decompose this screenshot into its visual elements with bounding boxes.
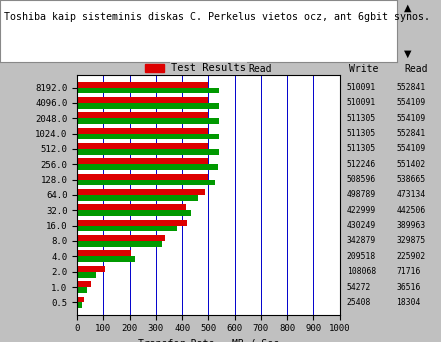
Bar (77, 220, 187, 226)
Text: 329875: 329875 (396, 236, 426, 246)
Bar (77, 287, 86, 293)
Bar (77, 266, 105, 272)
Text: 512246: 512246 (347, 160, 376, 169)
Bar (77, 158, 209, 164)
Bar (77, 205, 186, 210)
Bar (77, 195, 198, 201)
Bar (77, 302, 82, 308)
Text: 554109: 554109 (396, 98, 426, 107)
Text: 551402: 551402 (396, 160, 426, 169)
Text: 342879: 342879 (347, 236, 376, 246)
Bar (77, 103, 219, 109)
Bar (77, 82, 208, 88)
Text: 389963: 389963 (396, 221, 426, 230)
Text: ▲: ▲ (404, 2, 412, 12)
Text: Test Results: Test Results (171, 63, 246, 74)
Bar (77, 297, 84, 302)
Bar (77, 241, 162, 247)
Bar (77, 97, 208, 103)
Text: 25408: 25408 (347, 298, 371, 307)
Text: 538665: 538665 (396, 175, 426, 184)
Text: Write: Write (349, 65, 378, 75)
Bar (77, 164, 218, 170)
Text: 508596: 508596 (347, 175, 376, 184)
Bar (77, 210, 191, 216)
Text: 554109: 554109 (396, 144, 426, 154)
Bar (77, 118, 219, 124)
Text: 54272: 54272 (347, 282, 371, 291)
Bar (77, 134, 219, 140)
Text: 510091: 510091 (347, 98, 376, 107)
Text: 473134: 473134 (396, 190, 426, 199)
Bar (77, 174, 208, 180)
Text: 552841: 552841 (396, 129, 426, 138)
Text: Read: Read (404, 65, 428, 75)
Text: 430249: 430249 (347, 221, 376, 230)
X-axis label: Transfer Rate - MB / Sec: Transfer Rate - MB / Sec (138, 339, 279, 342)
Bar (77, 113, 208, 118)
Text: 498789: 498789 (347, 190, 376, 199)
Bar (77, 189, 205, 195)
Text: 511305: 511305 (347, 114, 376, 123)
Text: 225902: 225902 (396, 252, 426, 261)
Text: 442506: 442506 (396, 206, 426, 215)
Bar (77, 250, 131, 256)
Text: 511305: 511305 (347, 144, 376, 154)
Text: 18304: 18304 (396, 298, 421, 307)
Text: 108068: 108068 (347, 267, 376, 276)
Text: ▼: ▼ (404, 49, 412, 59)
Bar (77, 226, 177, 232)
Text: 422999: 422999 (347, 206, 376, 215)
Text: Toshiba kaip sisteminis diskas C. Perkelus vietos ocz, ant 6gbit synos.: Toshiba kaip sisteminis diskas C. Perkel… (4, 12, 430, 22)
Text: 36516: 36516 (396, 282, 421, 291)
Text: 511305: 511305 (347, 129, 376, 138)
Legend: Write, Read: Write, Read (141, 60, 276, 78)
Bar (77, 128, 208, 134)
Bar (77, 256, 135, 262)
Text: 554109: 554109 (396, 114, 426, 123)
Bar (77, 180, 215, 185)
Text: 510091: 510091 (347, 83, 376, 92)
Text: 209518: 209518 (347, 252, 376, 261)
Bar (77, 235, 165, 241)
Text: 71716: 71716 (396, 267, 421, 276)
Bar (77, 88, 219, 93)
Bar (77, 143, 208, 149)
Bar (77, 149, 219, 155)
Bar (77, 281, 91, 287)
Bar (77, 272, 96, 277)
Text: 552841: 552841 (396, 83, 426, 92)
